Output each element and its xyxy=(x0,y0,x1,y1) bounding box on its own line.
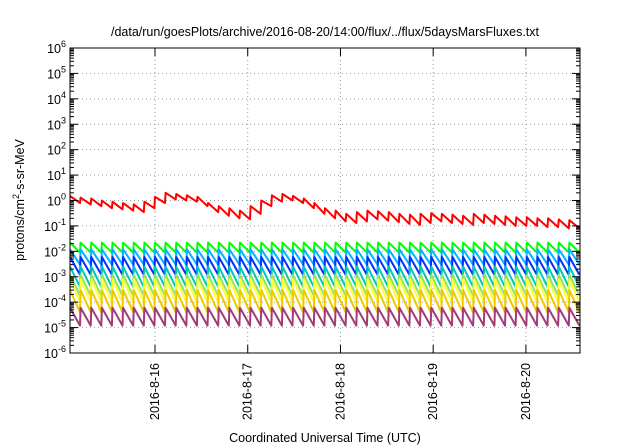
y-tick-label: 10-2 xyxy=(44,242,66,259)
y-tick-exp: 0 xyxy=(61,192,66,202)
y-tick-exp: 1 xyxy=(61,166,66,176)
y-tick-label: 102 xyxy=(47,141,66,158)
y-tick-base: 10 xyxy=(47,67,61,81)
y-tick-exp: 5 xyxy=(61,64,66,74)
x-tick-label: 2016-8-16 xyxy=(148,363,162,420)
y-tick-base: 10 xyxy=(47,195,61,209)
y-tick-base: 10 xyxy=(47,144,61,158)
x-tick-label: 2016-8-19 xyxy=(426,363,440,420)
y-tick-exp: -6 xyxy=(58,344,66,354)
y-tick-label: 104 xyxy=(47,90,66,107)
y-axis-label-suffix: -s-sr-MeV xyxy=(13,138,27,194)
y-axis-label-prefix: protons/cm xyxy=(13,199,27,261)
y-axis-label-sup: 2 xyxy=(11,194,21,199)
y-tick-exp: 3 xyxy=(61,115,66,125)
x-tick-label: 2016-8-17 xyxy=(241,363,255,420)
series-line-0 xyxy=(69,191,581,230)
y-tick-base: 10 xyxy=(44,296,58,310)
y-tick-exp: 4 xyxy=(61,90,66,100)
series-line-8 xyxy=(69,306,581,327)
y-tick-base: 10 xyxy=(47,118,61,132)
y-tick-label: 10-5 xyxy=(44,319,66,336)
y-tick-exp: 2 xyxy=(61,141,66,151)
x-tick-label: 2016-8-18 xyxy=(333,363,347,420)
y-tick-exp: -5 xyxy=(58,319,66,329)
y-tick-base: 10 xyxy=(44,322,58,336)
series-group xyxy=(69,191,581,327)
y-tick-label: 100 xyxy=(47,192,66,209)
y-tick-exp: -4 xyxy=(58,293,66,303)
y-axis-label: protons/cm2-s-sr-MeV xyxy=(11,138,27,260)
y-tick-label: 105 xyxy=(47,64,66,81)
y-tick-label: 10-3 xyxy=(44,268,66,285)
y-tick-label: 103 xyxy=(47,115,66,132)
y-tick-label: 10-1 xyxy=(44,217,66,234)
x-axis-label: Coordinated Universal Time (UTC) xyxy=(229,431,421,445)
y-tick-labels: 10-610-510-410-310-210-11001011021031041… xyxy=(44,39,66,361)
y-tick-label: 106 xyxy=(47,39,66,56)
y-tick-label: 10-4 xyxy=(44,293,66,310)
y-tick-exp: -1 xyxy=(58,217,66,227)
y-tick-exp: -2 xyxy=(58,242,66,252)
x-tick-labels: 2016-8-16 2016-8-17 2016-8-18 2016-8-19 2016… xyxy=(148,363,533,420)
y-tick-label: 10-6 xyxy=(44,344,66,361)
y-tick-base: 10 xyxy=(47,93,61,107)
tick-marks xyxy=(70,47,580,354)
y-tick-label: 101 xyxy=(47,166,66,183)
y-tick-base: 10 xyxy=(44,271,58,285)
y-tick-exp: -3 xyxy=(58,268,66,278)
y-tick-base: 10 xyxy=(47,42,61,56)
y-tick-base: 10 xyxy=(44,347,58,361)
chart-title: /data/run/goesPlots/archive/2016-08-20/1… xyxy=(111,25,540,39)
y-tick-base: 10 xyxy=(44,245,58,259)
y-tick-base: 10 xyxy=(44,220,58,234)
x-tick-label: 2016-8-20 xyxy=(519,363,533,420)
y-tick-exp: 6 xyxy=(61,39,66,49)
y-tick-base: 10 xyxy=(47,169,61,183)
